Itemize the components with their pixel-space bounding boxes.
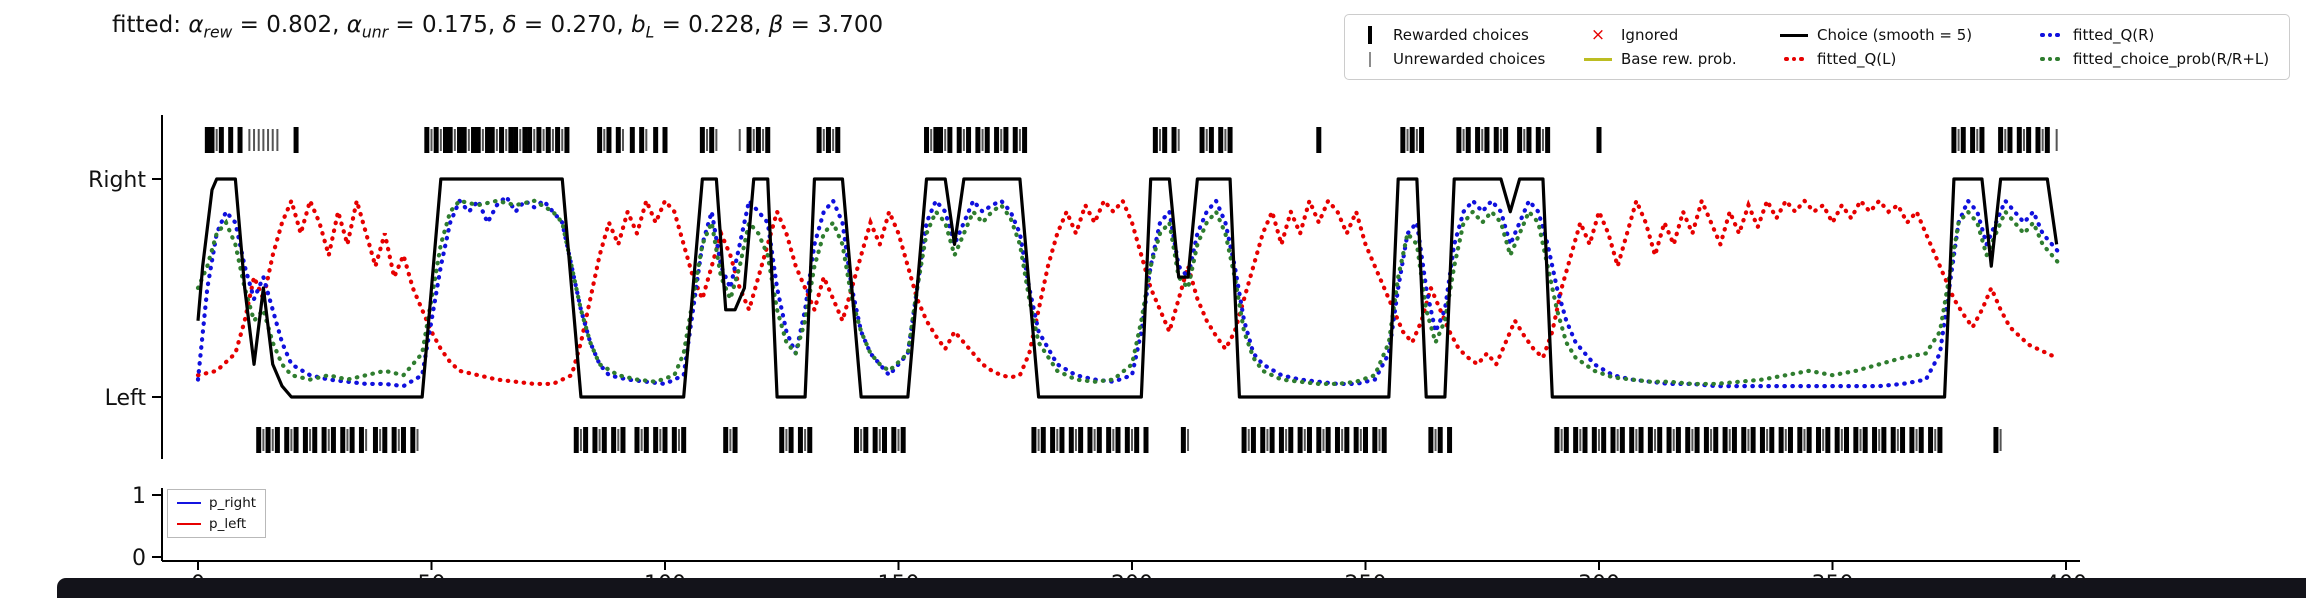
legend-item-fitted-q-r-: fitted_Q(R) bbox=[2035, 26, 2279, 44]
x-swatch-icon: × bbox=[1590, 26, 1606, 44]
legend-item-ignored: × Ignored bbox=[1583, 26, 1775, 44]
main-y-tick-label: Right bbox=[88, 168, 146, 193]
legend-label: fitted_Q(R) bbox=[2073, 26, 2155, 44]
vbar-thick-swatch-icon bbox=[1355, 26, 1385, 44]
legend-label: Ignored bbox=[1621, 26, 1679, 44]
vbar-thin-swatch-icon bbox=[1355, 50, 1385, 68]
title-part: = 0.270, bbox=[516, 12, 631, 38]
title-part: = 0.175, bbox=[388, 12, 503, 38]
prob-y-tick-label: 0 bbox=[132, 546, 146, 571]
dotted-swatch-icon bbox=[1779, 50, 1809, 68]
legend-label: Rewarded choices bbox=[1393, 26, 1529, 44]
main-y-tick-label: Left bbox=[105, 386, 147, 411]
prob-legend-label: p_right bbox=[209, 495, 257, 511]
legend-label: Base rew. prob. bbox=[1621, 50, 1737, 68]
legend-item-fitted-q-l-: fitted_Q(L) bbox=[1779, 50, 2031, 68]
line-swatch-icon bbox=[1779, 26, 1809, 44]
prob-legend-item-p_left: p_left bbox=[177, 516, 256, 532]
title-part: αunr bbox=[346, 12, 389, 42]
title-part: = 0.228, bbox=[654, 12, 769, 38]
series-choice-smooth-5- bbox=[196, 177, 2059, 399]
legend-item-fitted-choice-prob-r-r-l-: fitted_choice_prob(R/R+L) bbox=[2035, 50, 2279, 68]
series-fitted-q-l- bbox=[195, 194, 2059, 387]
figure-title: fitted: αrew = 0.802, αunr = 0.175, δ = … bbox=[112, 12, 883, 42]
prob-legend: p_right p_left bbox=[167, 489, 267, 538]
legend-item-unrewarded-choices: Unrewarded choices bbox=[1355, 50, 1579, 68]
legend-label: fitted_Q(L) bbox=[1817, 50, 1897, 68]
line-swatch-icon bbox=[177, 523, 201, 525]
legend-label: Unrewarded choices bbox=[1393, 50, 1546, 68]
legend-label: Choice (smooth = 5) bbox=[1817, 26, 1973, 44]
main-legend: Rewarded choices Unrewarded choices × Ignor… bbox=[1344, 14, 2290, 80]
line-swatch-icon bbox=[1583, 50, 1613, 68]
title-part: bL bbox=[630, 12, 655, 42]
prob-legend-label: p_left bbox=[209, 516, 247, 532]
prob-y-tick-label: 1 bbox=[132, 484, 146, 509]
bottom-window-bar bbox=[57, 578, 2306, 598]
title-part: = 3.700 bbox=[783, 12, 884, 38]
title-part: = 0.802, bbox=[232, 12, 347, 38]
legend-item-rewarded-choices: Rewarded choices bbox=[1355, 26, 1579, 44]
title-part: β bbox=[768, 12, 784, 38]
legend-item-choice-smooth-5-: Choice (smooth = 5) bbox=[1779, 26, 2031, 44]
prob-legend-item-p_right: p_right bbox=[177, 495, 256, 511]
dotted-swatch-icon bbox=[2035, 26, 2065, 44]
title-part: αrew bbox=[188, 12, 233, 42]
series-fitted-choice-prob-r-r-l- bbox=[195, 198, 2064, 387]
title-part: fitted: bbox=[112, 12, 189, 38]
series-fitted-q-r- bbox=[195, 193, 2064, 389]
dotted-swatch-icon bbox=[2035, 50, 2065, 68]
legend-label: fitted_choice_prob(R/R+L) bbox=[2073, 50, 2270, 68]
line-swatch-icon bbox=[177, 502, 201, 504]
title-part: δ bbox=[502, 12, 517, 38]
legend-item-base-rew-prob-: Base rew. prob. bbox=[1583, 50, 1775, 68]
